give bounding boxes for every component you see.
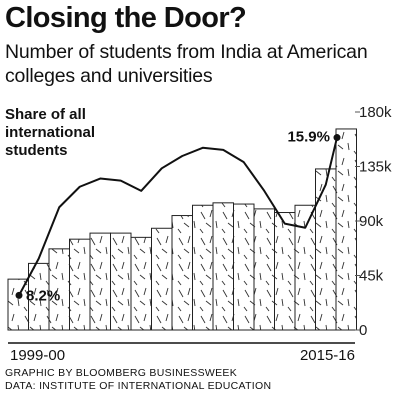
x-axis: 1999-00 2015-16: [8, 342, 355, 364]
bar-2004-05: [110, 232, 132, 331]
x-tick-label-start: 1999-00: [10, 347, 65, 364]
bar-2003-04: [89, 232, 111, 331]
bar-2012-13: [274, 212, 296, 331]
last-share-label: 15.9%: [287, 129, 330, 146]
bar-2009-10: [212, 202, 234, 331]
bar-2002-03: [69, 238, 91, 331]
bar-2008-09: [192, 204, 214, 331]
bar-2007-08: [171, 215, 193, 331]
share-series-label: Share of all international students: [5, 106, 96, 159]
graphic-credit: GRAPHIC BY BLOOMBERG BUSINESSWEEK: [5, 367, 238, 379]
share-line-layer: 8.2% 15.9%: [15, 129, 341, 304]
bar-2006-07: [151, 227, 173, 331]
share-point-last: [333, 134, 341, 142]
chart-subtitle: Number of students from India at America…: [5, 41, 368, 87]
bar-2010-11: [233, 203, 255, 331]
y-tick-label: 0: [359, 322, 367, 339]
y-tick-label: 135k: [359, 159, 392, 176]
share-line: [18, 137, 338, 296]
share-point-first: [15, 291, 23, 299]
y-tick-label: 180k: [359, 104, 392, 121]
first-share-label: 8.2%: [26, 287, 60, 304]
x-tick-label-end: 2015-16: [300, 347, 355, 364]
data-credit: DATA: INSTITUTE OF INTERNATIONAL EDUCATI…: [5, 380, 272, 392]
bars-layer: [7, 128, 357, 331]
y-axis: 0 45k 90k 135k 180k: [355, 104, 392, 339]
bar-2013-14: [294, 204, 316, 331]
bar-2014-15: [315, 168, 337, 331]
y-tick-label: 45k: [359, 268, 384, 285]
y-tick-label: 90k: [359, 213, 384, 230]
chart-title: Closing the Door?: [5, 2, 247, 34]
bar-2011-12: [253, 208, 275, 331]
bar-2005-06: [130, 236, 152, 331]
bar-2015-16: [335, 128, 357, 331]
